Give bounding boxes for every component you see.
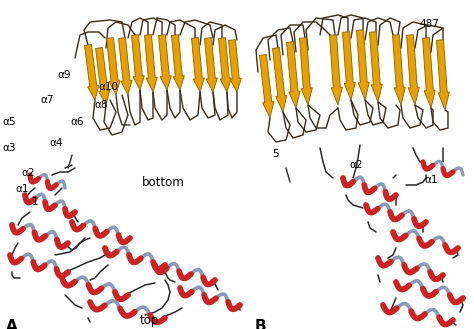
Polygon shape — [343, 32, 356, 100]
Polygon shape — [96, 48, 110, 105]
Text: 5: 5 — [273, 149, 279, 159]
Text: α4: α4 — [50, 138, 63, 148]
Polygon shape — [329, 35, 342, 105]
Polygon shape — [422, 38, 435, 108]
Text: α9: α9 — [57, 70, 70, 80]
Polygon shape — [273, 48, 287, 112]
Text: α1: α1 — [15, 184, 28, 194]
Text: α2: α2 — [21, 168, 35, 178]
Polygon shape — [437, 40, 449, 110]
Text: bottom: bottom — [142, 176, 185, 189]
Polygon shape — [204, 38, 217, 92]
Text: α5: α5 — [3, 117, 16, 127]
Polygon shape — [286, 42, 300, 108]
Polygon shape — [228, 40, 241, 92]
Text: α2: α2 — [350, 160, 363, 170]
Polygon shape — [219, 38, 231, 92]
Polygon shape — [84, 44, 99, 100]
Text: B: B — [255, 319, 267, 329]
Text: top: top — [140, 314, 159, 327]
Polygon shape — [145, 35, 157, 92]
Polygon shape — [191, 38, 204, 92]
Text: α10: α10 — [99, 82, 118, 92]
Text: α6: α6 — [70, 117, 83, 127]
Polygon shape — [407, 35, 419, 105]
Polygon shape — [260, 55, 274, 118]
Polygon shape — [300, 38, 312, 105]
Polygon shape — [131, 35, 144, 90]
Polygon shape — [370, 32, 383, 102]
Polygon shape — [118, 38, 132, 95]
Text: α1: α1 — [424, 175, 438, 185]
Polygon shape — [158, 35, 171, 90]
Text: 487: 487 — [419, 19, 439, 29]
Polygon shape — [107, 38, 120, 95]
Text: α3: α3 — [3, 143, 16, 153]
Polygon shape — [356, 30, 369, 100]
Polygon shape — [392, 35, 405, 105]
Text: 1: 1 — [32, 197, 39, 207]
Text: α7: α7 — [40, 95, 54, 105]
Polygon shape — [172, 35, 184, 90]
Text: A: A — [6, 319, 18, 329]
Text: α8: α8 — [95, 100, 108, 110]
